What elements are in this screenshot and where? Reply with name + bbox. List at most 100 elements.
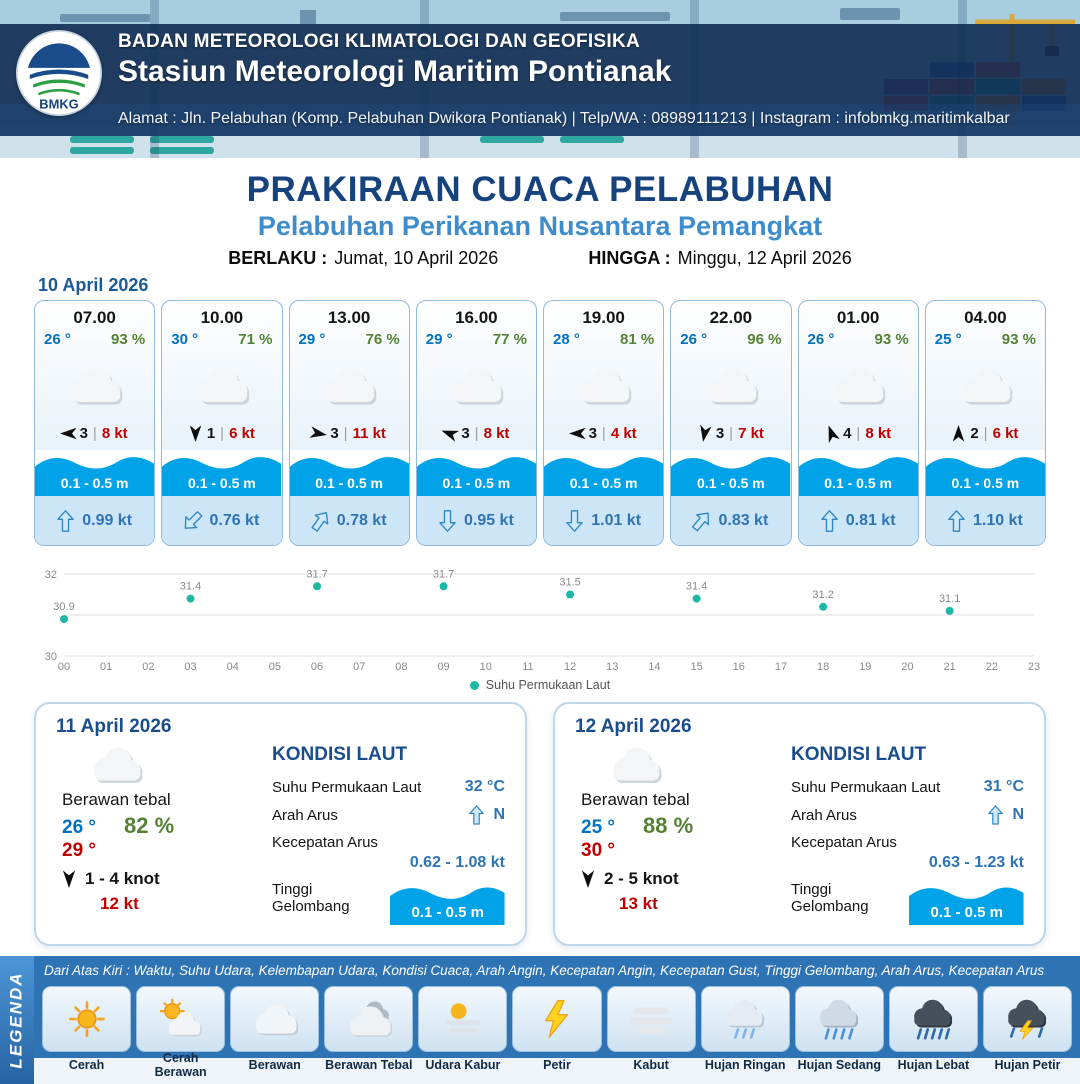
daily-wind-range: 1 - 4 knot	[85, 869, 160, 888]
moderate-rain-icon	[820, 999, 859, 1040]
hourly-forecast-card: 16.00 29 ° 77 % 3 | 8 kt	[415, 300, 537, 546]
daily-card-body: Berawan tebal 25 ° 88 % 30 ° 2 - 5 knot …	[575, 740, 1024, 925]
current-row: 0.99 kt	[35, 496, 155, 545]
weather-condition	[544, 348, 663, 420]
wind-gust: 11 kt	[352, 424, 386, 442]
wave-height-band: 0.1 - 0.5 m	[544, 450, 664, 496]
current-row: 0.78 kt	[289, 496, 409, 545]
wave-height-label: Tinggi Gelombang	[791, 881, 869, 915]
wave-graphic	[544, 457, 664, 496]
humidity: 96 %	[747, 331, 782, 348]
legend-item-cerah-berawan: Cerah Berawan	[136, 986, 226, 1084]
air-temperature: 30 °	[171, 331, 199, 348]
temp-humidity-row: 28 ° 81 %	[544, 331, 663, 348]
weather-condition	[35, 348, 154, 420]
sst-label: Suhu Permukaan Laut	[791, 778, 941, 796]
sst-chart: 30 32 00 01 02 03 04 05 06 07 08 09 10 11 12 13 14 15 16 17…	[45, 568, 1040, 673]
air-temperature: 25 °	[934, 331, 962, 348]
page-title: PRAKIRAAN CUACA PELABUHAN	[246, 170, 834, 209]
cloud-icon	[326, 368, 377, 405]
svg-text:03: 03	[184, 661, 196, 673]
current-direction-arrow-icon	[185, 510, 203, 529]
svg-text:30.9: 30.9	[53, 601, 74, 613]
svg-text:19: 19	[859, 661, 871, 673]
legend-label: Cerah	[68, 1058, 105, 1072]
current-speed-label: Kecepatan Arus	[791, 834, 897, 851]
weather-condition	[290, 348, 409, 420]
svg-text:11: 11	[522, 661, 533, 673]
daily-wind-range: 2 - 5 knot	[604, 869, 679, 888]
daily-weather-column: Berawan tebal 25 ° 88 % 30 ° 2 - 5 knot …	[575, 740, 765, 925]
wind-gust: 8 kt	[483, 424, 510, 442]
sun-icon	[68, 1001, 105, 1037]
wave-graphic	[289, 457, 409, 496]
svg-text:20: 20	[901, 661, 913, 673]
current-direction-compass: N	[1012, 806, 1024, 823]
wave-graphic	[671, 457, 791, 496]
wind-speed: 3	[79, 424, 88, 442]
daily-forecast-card: 12 April 2026 Berawan tebal 25 ° 88 % 30…	[553, 702, 1046, 946]
heavy-rain-icon	[914, 999, 953, 1040]
current-speed-value: 0.62 - 1.08 kt	[409, 854, 505, 871]
daily-temp-min: 26 °	[62, 817, 97, 838]
daily-temp-min: 25 °	[581, 817, 616, 838]
legend-item-udara-kabur: Udara Kabur	[418, 986, 508, 1084]
svg-text:09: 09	[437, 661, 449, 673]
org-name: BADAN METEOROLOGI KLIMATOLOGI DAN GEOFIS…	[118, 31, 641, 52]
lightning-icon	[544, 999, 569, 1039]
current-row: 0.81 kt	[798, 496, 918, 545]
sea-conditions-column: KONDISI LAUT Suhu Permukaan Laut 31 °C A…	[765, 740, 1024, 925]
legend-label: Berawan Tebal	[325, 1058, 413, 1072]
wind-direction-arrow-icon	[189, 424, 202, 442]
separator: |	[220, 424, 225, 442]
wind-row: 3 | 8 kt	[35, 420, 154, 446]
valid-from: BERLAKU : Jumat, 10 April 2026	[228, 248, 498, 269]
sst-value: 31 °C	[983, 778, 1024, 795]
legend-tile	[700, 986, 790, 1052]
svg-text:31.4: 31.4	[686, 581, 707, 593]
wave-height-band: 0.1 - 0.5 m	[798, 450, 918, 496]
current-speed-row: Kecepatan Arus 0.62 - 1.08 kt	[272, 834, 505, 872]
wave-height-row: Tinggi Gelombang 0.1 - 0.5 m	[791, 881, 1024, 925]
current-direction-arrow-icon	[948, 509, 965, 532]
legend-item-hujan-sedang: Hujan Sedang	[794, 986, 884, 1084]
haze-icon	[444, 1003, 481, 1033]
legend-tile	[794, 986, 884, 1052]
wave-height-band: 0.1 - 0.5 m	[671, 450, 791, 496]
svg-text:31.4: 31.4	[180, 581, 201, 593]
svg-text:00: 00	[58, 661, 70, 673]
legend-item-kabut: Kabut	[606, 986, 696, 1084]
temp-humidity-row: 26 ° 93 %	[35, 331, 154, 348]
forecast-time: 07.00	[73, 308, 116, 327]
current-row: 1.01 kt	[544, 496, 664, 545]
thunderstorm-icon	[1008, 999, 1047, 1040]
svg-text:31.7: 31.7	[433, 568, 454, 580]
wave-height-value: 0.1 - 0.5 m	[697, 475, 765, 491]
wind-speed: 1	[206, 424, 216, 442]
legend-item-berawan: Berawan	[230, 986, 320, 1084]
current-row: 1.10 kt	[925, 496, 1045, 545]
humidity: 93 %	[874, 331, 909, 348]
legend-main: Dari Atas Kiri : Waktu, Suhu Udara, Kele…	[34, 956, 1080, 1084]
legend-items: Cerah Cerah Berawan	[34, 982, 1080, 1084]
daily-temp-max: 30 °	[581, 840, 616, 861]
current-direction-compass: N	[493, 806, 505, 823]
legend-dot-icon	[469, 680, 479, 690]
legend-tile	[230, 986, 320, 1052]
valid-to-value: Minggu, 12 April 2026	[677, 248, 852, 268]
wind-gust: 6 kt	[992, 424, 1019, 442]
wind-speed: 3	[588, 424, 597, 442]
sst-row: Suhu Permukaan Laut 31 °C	[791, 778, 1024, 796]
separator: |	[92, 424, 97, 442]
hourly-cards-row: 07.00 26 ° 93 % 3 | 8 kt	[34, 300, 1046, 546]
legend-label: Berawan	[248, 1058, 301, 1072]
current-speed-row: Kecepatan Arus 0.63 - 1.23 kt	[791, 834, 1024, 872]
svg-text:18: 18	[817, 661, 829, 673]
daily-gust: 12 kt	[100, 894, 139, 913]
separator: |	[474, 424, 479, 442]
sea-conditions-heading: KONDISI LAUT	[272, 744, 408, 765]
current-direction-label: Arah Arus	[272, 806, 338, 824]
wind-row: 3 | 7 kt	[671, 420, 790, 446]
wind-speed: 3	[330, 424, 339, 442]
forecast-time: 16.00	[455, 308, 498, 327]
